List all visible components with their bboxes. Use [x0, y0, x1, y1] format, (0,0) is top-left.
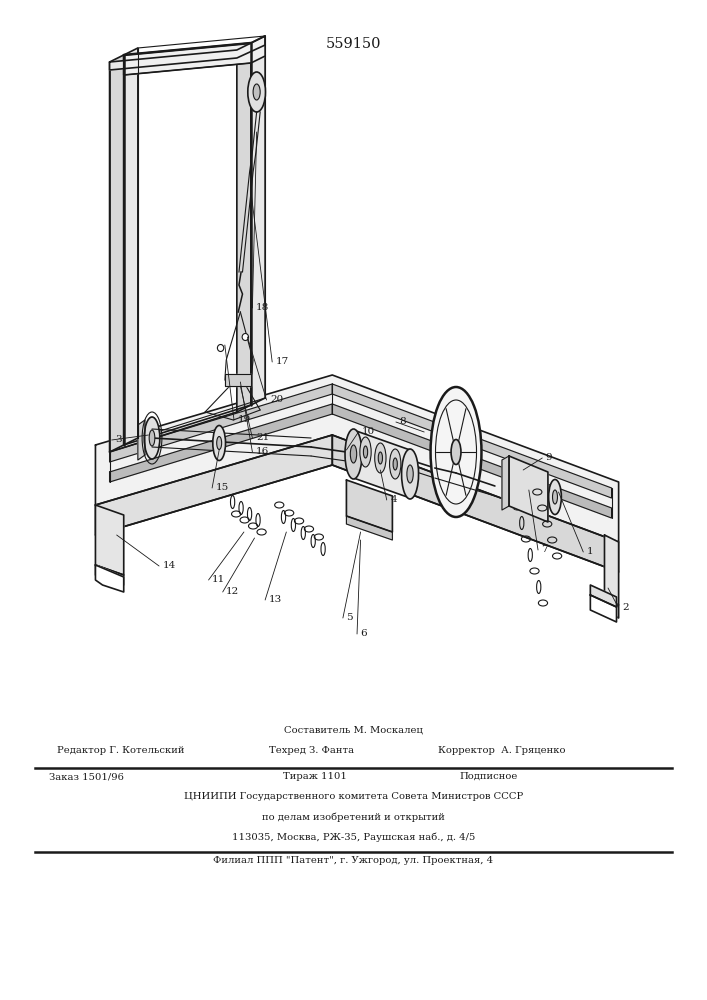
Text: 113035, Москва, РЖ-35, Раушская наб., д. 4/5: 113035, Москва, РЖ-35, Раушская наб., д.…	[232, 832, 475, 842]
Polygon shape	[237, 43, 251, 412]
Polygon shape	[124, 36, 265, 75]
Text: 17: 17	[276, 358, 289, 366]
Text: ЦНИИПИ Государственного комитета Совета Министров СССР: ЦНИИПИ Государственного комитета Совета …	[184, 792, 523, 801]
Ellipse shape	[553, 490, 558, 504]
Text: 11: 11	[212, 576, 226, 584]
Ellipse shape	[149, 430, 155, 446]
Text: 4: 4	[390, 495, 397, 504]
Text: 14: 14	[163, 562, 176, 570]
Polygon shape	[502, 456, 509, 510]
Polygon shape	[590, 595, 617, 622]
Polygon shape	[332, 435, 619, 572]
Text: Подписное: Подписное	[460, 772, 518, 781]
Text: 19: 19	[238, 416, 251, 424]
Text: 20: 20	[270, 395, 284, 404]
Polygon shape	[138, 420, 145, 460]
Polygon shape	[110, 36, 265, 70]
Text: 7: 7	[542, 546, 548, 554]
Polygon shape	[225, 374, 251, 386]
Polygon shape	[604, 535, 619, 605]
Polygon shape	[332, 404, 612, 518]
Ellipse shape	[351, 445, 357, 463]
Ellipse shape	[402, 449, 419, 499]
Text: 18: 18	[256, 304, 269, 312]
Polygon shape	[332, 384, 612, 498]
Ellipse shape	[451, 440, 461, 464]
Text: Составитель М. Москалец: Составитель М. Москалец	[284, 725, 423, 734]
Polygon shape	[95, 565, 124, 585]
Polygon shape	[95, 565, 124, 592]
Ellipse shape	[407, 465, 413, 483]
Ellipse shape	[549, 480, 561, 514]
Polygon shape	[124, 48, 138, 445]
Polygon shape	[110, 404, 332, 482]
Text: 5: 5	[346, 613, 353, 622]
Text: 10: 10	[362, 428, 375, 436]
Text: Тираж 1101: Тираж 1101	[283, 772, 346, 781]
Text: 16: 16	[256, 448, 269, 456]
Ellipse shape	[390, 449, 401, 479]
Polygon shape	[509, 456, 548, 522]
Text: Техред З. Фанта: Техред З. Фанта	[269, 746, 354, 755]
Text: Редактор Г. Котельский: Редактор Г. Котельский	[57, 746, 184, 755]
Text: 6: 6	[361, 630, 367, 639]
Ellipse shape	[431, 387, 481, 517]
Polygon shape	[110, 55, 124, 452]
Polygon shape	[590, 585, 617, 607]
Polygon shape	[346, 480, 392, 532]
Text: Филиал ППП "Патент", г. Ужгород, ул. Проектная, 4: Филиал ППП "Патент", г. Ужгород, ул. Про…	[214, 856, 493, 865]
Text: 559150: 559150	[326, 37, 381, 51]
Text: 13: 13	[269, 595, 282, 604]
Ellipse shape	[144, 417, 160, 459]
Ellipse shape	[375, 443, 386, 473]
Ellipse shape	[393, 458, 397, 470]
Ellipse shape	[247, 72, 266, 112]
Ellipse shape	[218, 344, 223, 352]
Polygon shape	[95, 505, 124, 575]
Text: 2: 2	[622, 603, 629, 612]
Polygon shape	[110, 384, 332, 462]
Polygon shape	[95, 435, 332, 535]
Text: Заказ 1501/96: Заказ 1501/96	[49, 772, 124, 781]
Text: Корректор  А. Гряценко: Корректор А. Гряценко	[438, 746, 566, 755]
Text: 15: 15	[216, 484, 229, 492]
Ellipse shape	[213, 426, 226, 460]
Text: 9: 9	[546, 454, 552, 462]
Text: 3: 3	[115, 436, 122, 444]
Polygon shape	[251, 36, 265, 405]
Polygon shape	[346, 516, 392, 540]
Text: по делам изобретений и открытий: по делам изобретений и открытий	[262, 812, 445, 822]
Ellipse shape	[253, 84, 260, 100]
Ellipse shape	[242, 334, 249, 340]
Text: 8: 8	[399, 418, 406, 426]
Ellipse shape	[360, 437, 371, 467]
Text: 12: 12	[226, 587, 240, 596]
Polygon shape	[604, 598, 619, 618]
Text: 21: 21	[256, 434, 269, 442]
Ellipse shape	[216, 436, 222, 450]
Text: 1: 1	[587, 548, 593, 556]
Ellipse shape	[363, 446, 368, 458]
Ellipse shape	[345, 429, 362, 479]
Ellipse shape	[378, 452, 382, 464]
Polygon shape	[354, 430, 410, 498]
Polygon shape	[95, 375, 619, 542]
